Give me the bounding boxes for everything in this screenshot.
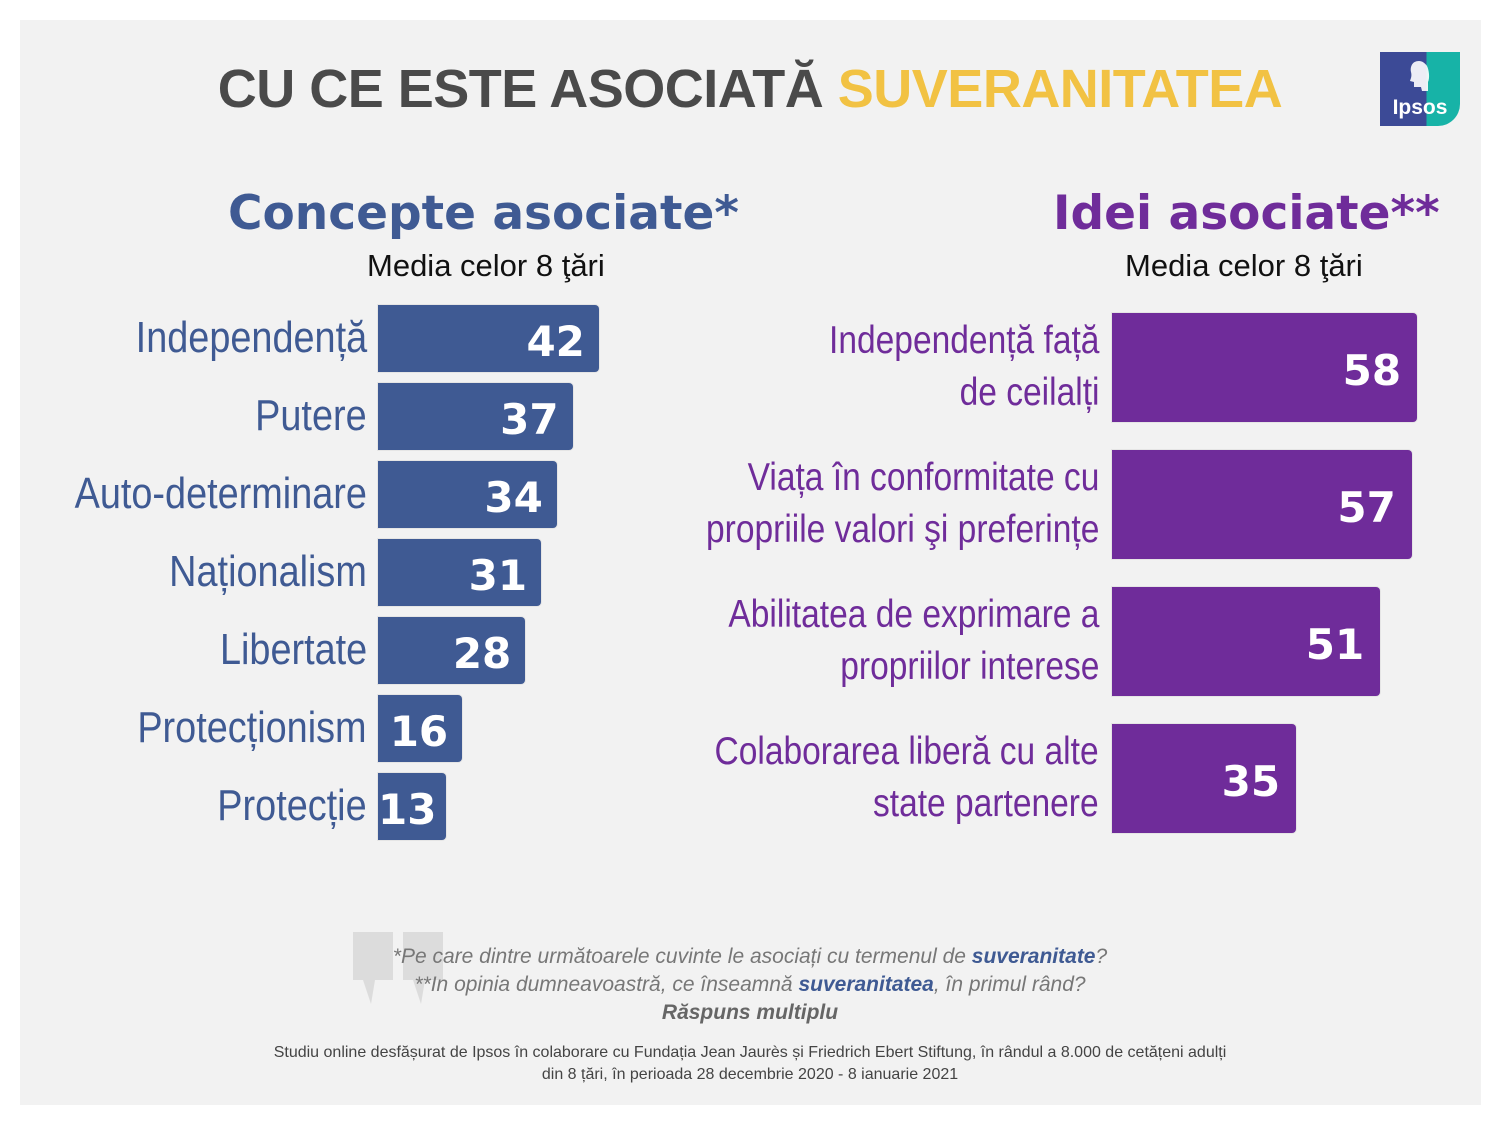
note2-keyword: suveranitatea	[798, 973, 934, 996]
quote-icon	[353, 932, 443, 1004]
note-multiple-answer: Răspuns multiplu	[661, 1001, 839, 1024]
left-chart-subtitle: Media celor 8 ţări	[367, 248, 605, 283]
value-label-left-2: 34	[484, 473, 543, 522]
category-label-right-0-line-1: de ceilalți	[959, 371, 1099, 414]
category-label-left-0: Independență	[135, 313, 367, 362]
bar-right-2	[1112, 587, 1381, 696]
category-label-left-6: Protecție	[217, 781, 367, 830]
left-chart-title: Concepte asociate*	[228, 186, 739, 241]
category-label-right-2-line-0: Abilitatea de exprimare a	[727, 593, 1099, 636]
value-label-left-4: 28	[452, 629, 512, 678]
page-title: CU CE ESTE ASOCIATĂ SUVERANITATEA	[0, 58, 1500, 120]
category-label-left-4: Libertate	[219, 625, 367, 674]
bar-left-5	[378, 695, 463, 762]
value-label-right-3: 35	[1221, 757, 1281, 806]
bar-right-0	[1112, 313, 1418, 422]
note-question-2: **In opinia dumneavoastră, ce înseamnă s…	[0, 971, 1500, 999]
note-question-1: *Pe care dintre următoarele cuvinte le a…	[0, 943, 1500, 971]
category-label-left-5: Protecționism	[137, 703, 367, 752]
survey-notes: *Pe care dintre următoarele cuvinte le a…	[0, 943, 1500, 1027]
value-label-left-6: 13	[378, 785, 437, 834]
note1-end: ?	[1095, 945, 1108, 968]
value-label-right-1: 57	[1337, 483, 1396, 532]
bar-right-1	[1112, 450, 1412, 559]
note1-text: *Pe care dintre următoarele cuvinte le a…	[392, 945, 972, 968]
category-label-right-0-line-0: Independență față	[828, 319, 1099, 362]
value-label-left-3: 31	[468, 551, 528, 600]
category-label-right-1-line-1: propriile valori şi preferințe	[705, 508, 1099, 551]
footer-line-1: Studiu online desfășurat de Ipsos în col…	[273, 1044, 1227, 1061]
bar-left-2	[378, 461, 557, 528]
right-chart-title: Idei asociate**	[1053, 186, 1440, 241]
value-label-right-2: 51	[1305, 620, 1365, 669]
logo-text: Ipsos	[1392, 96, 1448, 119]
category-label-left-1: Putere	[255, 391, 367, 440]
note2-end: , în primul rând?	[933, 973, 1086, 996]
category-label-right-2: Abilitatea de exprimare a propriilor inte…	[728, 589, 1099, 693]
value-label-left-0: 42	[526, 317, 585, 366]
bar-right-3	[1112, 724, 1297, 833]
category-label-right-3-line-0: Colaborarea liberă cu alte	[714, 730, 1099, 773]
ipsos-logo: Ipsos	[1380, 52, 1460, 126]
category-label-right-0: Independență față de ceilalți	[829, 315, 1099, 419]
infographic-panel	[20, 20, 1481, 1105]
category-label-right-3-line-1: state partenere	[873, 782, 1099, 825]
category-label-right-1-line-0: Viața în conformitate cu	[747, 456, 1099, 499]
value-label-right-0: 58	[1342, 346, 1402, 395]
value-label-left-1: 37	[500, 395, 559, 444]
category-label-right-2-line-1: propriilor interese	[839, 645, 1099, 688]
study-footer: Studiu online desfășurat de Ipsos în col…	[0, 1042, 1500, 1086]
title-highlight: SUVERANITATEA	[837, 59, 1283, 119]
category-label-left-2: Auto-determinare	[74, 469, 367, 518]
value-label-left-5: 16	[389, 707, 449, 756]
bar-left-4	[378, 617, 526, 684]
bar-left-3	[378, 539, 542, 606]
right-chart-subtitle: Media celor 8 ţări	[1125, 248, 1363, 283]
category-label-left-3: Naționalism	[169, 547, 367, 596]
note2-text: **In opinia dumneavoastră, ce înseamnă	[414, 973, 799, 996]
note1-keyword: suveranitate	[971, 945, 1096, 968]
logo-head-icon	[1410, 61, 1430, 91]
category-label-right-3: Colaborarea liberă cu alte state partener…	[715, 726, 1099, 830]
footer-line-2: din 8 țări, în perioada 28 decembrie 202…	[541, 1066, 959, 1083]
bar-left-1	[378, 383, 573, 450]
bar-left-0	[378, 305, 599, 372]
category-label-right-1: Viața în conformitate cu propriile valori…	[706, 452, 1099, 556]
bar-left-6	[378, 773, 447, 840]
title-part1: CU CE ESTE ASOCIATĂ	[217, 59, 824, 119]
